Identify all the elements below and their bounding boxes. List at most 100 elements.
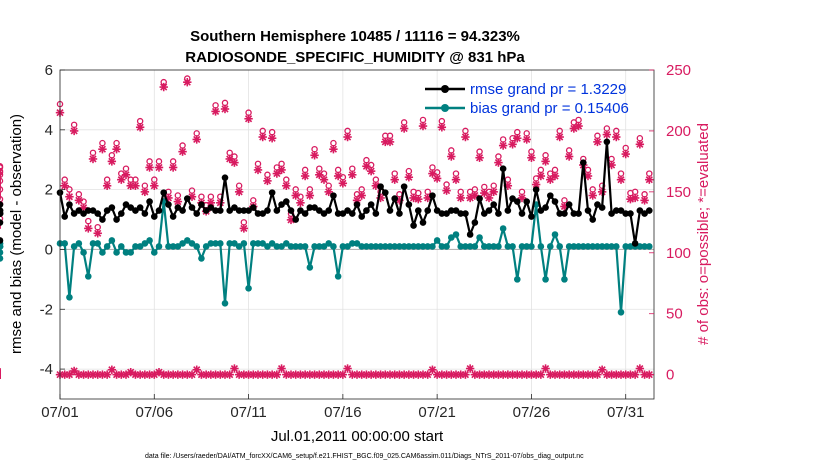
rmse-point bbox=[320, 210, 328, 217]
rmse-point bbox=[414, 207, 422, 214]
bias-point bbox=[179, 240, 186, 247]
bias-point bbox=[603, 243, 611, 250]
rmse-point bbox=[264, 207, 271, 214]
rmse-point bbox=[221, 174, 229, 181]
obs-possible-marker bbox=[0, 195, 4, 203]
rmse-point bbox=[311, 204, 318, 211]
bias-point bbox=[641, 243, 648, 250]
bias-point bbox=[381, 243, 389, 250]
data-file-footer: data file: /Users/raeder/DAI/ATM_forcXX/… bbox=[145, 453, 584, 460]
bias-point bbox=[485, 243, 493, 250]
obs-evaluated-marker bbox=[192, 135, 201, 144]
bias-point bbox=[452, 231, 460, 238]
rmse-point bbox=[513, 198, 521, 205]
obs-evaluated-marker bbox=[593, 137, 602, 147]
rmse-point bbox=[259, 210, 267, 217]
bias-point bbox=[556, 243, 564, 250]
bias-point bbox=[89, 240, 97, 247]
rmse-point bbox=[334, 210, 342, 217]
plot-area bbox=[60, 70, 654, 399]
bias-point bbox=[122, 249, 130, 256]
bias-point bbox=[99, 249, 106, 256]
rmse-point bbox=[466, 231, 474, 238]
rmse-point bbox=[80, 210, 87, 217]
bias-point bbox=[212, 240, 219, 247]
rmse-point bbox=[278, 201, 285, 208]
rmse-point bbox=[141, 210, 149, 217]
bias-point bbox=[348, 240, 356, 247]
obs-possible-marker bbox=[0, 177, 4, 185]
bias-point bbox=[287, 243, 295, 250]
rmse-point bbox=[641, 210, 648, 217]
obs-evaluated-marker bbox=[282, 181, 291, 190]
bias-point bbox=[198, 255, 205, 262]
obs-possible-marker bbox=[66, 186, 73, 193]
obs-evaluated-marker bbox=[300, 171, 310, 181]
obs-evaluated-marker bbox=[277, 165, 286, 175]
rmse-point bbox=[480, 210, 488, 217]
bias-point bbox=[598, 243, 606, 250]
rmse-point bbox=[556, 210, 564, 217]
rmse-point bbox=[84, 207, 92, 214]
bias-point bbox=[202, 243, 210, 250]
bias-point bbox=[150, 249, 158, 256]
rmse-point bbox=[146, 198, 153, 205]
bias-point bbox=[584, 243, 592, 250]
obs-evaluated-marker bbox=[230, 158, 239, 167]
bias-point bbox=[325, 240, 333, 247]
obs-evaluated-marker bbox=[385, 137, 395, 147]
y-right-tick-label: 0 bbox=[666, 367, 674, 384]
chart-title-line1: Southern Hemisphere 10485 / 11116 = 94.3… bbox=[190, 28, 520, 45]
obs-evaluated-marker bbox=[102, 181, 112, 190]
obs-evaluated-marker bbox=[60, 181, 69, 190]
obs-evaluated-marker bbox=[527, 153, 536, 162]
bias-point bbox=[523, 243, 531, 250]
obs-lower-marker bbox=[154, 367, 164, 377]
rmse-point bbox=[400, 183, 408, 190]
obs-possible-marker bbox=[0, 167, 4, 175]
obs-lower-marker bbox=[338, 370, 348, 379]
obs-evaluated-marker bbox=[418, 121, 428, 131]
obs-evaluated-marker bbox=[616, 175, 626, 184]
rmse-point bbox=[169, 213, 177, 220]
rmse-point bbox=[485, 207, 493, 214]
bias-point bbox=[645, 243, 653, 250]
rmse-point bbox=[99, 216, 106, 223]
bias-point bbox=[622, 243, 630, 250]
rmse-point bbox=[537, 207, 545, 214]
obs-evaluated-marker bbox=[343, 132, 352, 142]
bias-point bbox=[414, 243, 422, 250]
obs-lower-marker bbox=[630, 370, 640, 379]
obs-evaluated-marker bbox=[513, 134, 522, 143]
bias-point bbox=[249, 240, 257, 247]
y-right-tick-label: 150 bbox=[666, 184, 691, 201]
bias-point bbox=[438, 243, 446, 250]
rmse-point bbox=[240, 207, 248, 214]
bias-point bbox=[231, 240, 238, 247]
obs-evaluated-marker bbox=[310, 151, 319, 160]
rmse-point bbox=[584, 207, 592, 214]
bias-point bbox=[320, 243, 328, 250]
bias-point bbox=[457, 243, 465, 250]
rmse-point bbox=[386, 207, 394, 214]
bias-point bbox=[117, 243, 125, 250]
y-right-tick-label: 250 bbox=[666, 62, 691, 79]
obs-lower-marker bbox=[225, 370, 234, 379]
rmse-point bbox=[523, 198, 531, 205]
obs-possible-marker bbox=[0, 164, 4, 171]
rmse-point bbox=[0, 219, 4, 226]
rmse-point bbox=[443, 210, 450, 217]
rmse-point bbox=[381, 189, 389, 196]
bias-point bbox=[480, 243, 488, 250]
bias-point bbox=[94, 240, 102, 247]
bias-point bbox=[565, 243, 573, 250]
rmse-point bbox=[424, 207, 432, 214]
obs-evaluated-marker bbox=[74, 196, 84, 205]
rmse-point bbox=[160, 189, 168, 196]
bias-point bbox=[363, 243, 370, 250]
plot-frame bbox=[59, 69, 655, 400]
rmse-point bbox=[122, 201, 130, 208]
x-tick-label: 07/31 bbox=[607, 404, 645, 421]
obs-evaluated-marker bbox=[263, 176, 272, 186]
bias-point bbox=[235, 243, 243, 250]
